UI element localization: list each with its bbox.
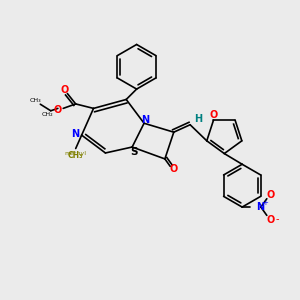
Text: O: O <box>267 214 275 224</box>
Text: methyl: methyl <box>65 152 87 156</box>
Text: N: N <box>142 115 150 125</box>
Text: O: O <box>61 85 69 95</box>
Text: N: N <box>256 202 264 212</box>
Text: O: O <box>169 164 177 174</box>
Text: H: H <box>194 114 202 124</box>
Text: O: O <box>54 105 62 115</box>
Text: O: O <box>267 190 275 200</box>
Text: O: O <box>209 110 217 120</box>
Text: CH₃: CH₃ <box>67 151 83 160</box>
Text: CH₃: CH₃ <box>30 98 42 103</box>
Text: +: + <box>262 200 268 206</box>
Text: S: S <box>130 147 137 158</box>
Text: CH₂: CH₂ <box>42 112 54 117</box>
Text: ethyl: ethyl <box>54 116 68 121</box>
Text: -: - <box>275 214 279 224</box>
Text: N: N <box>71 129 79 139</box>
